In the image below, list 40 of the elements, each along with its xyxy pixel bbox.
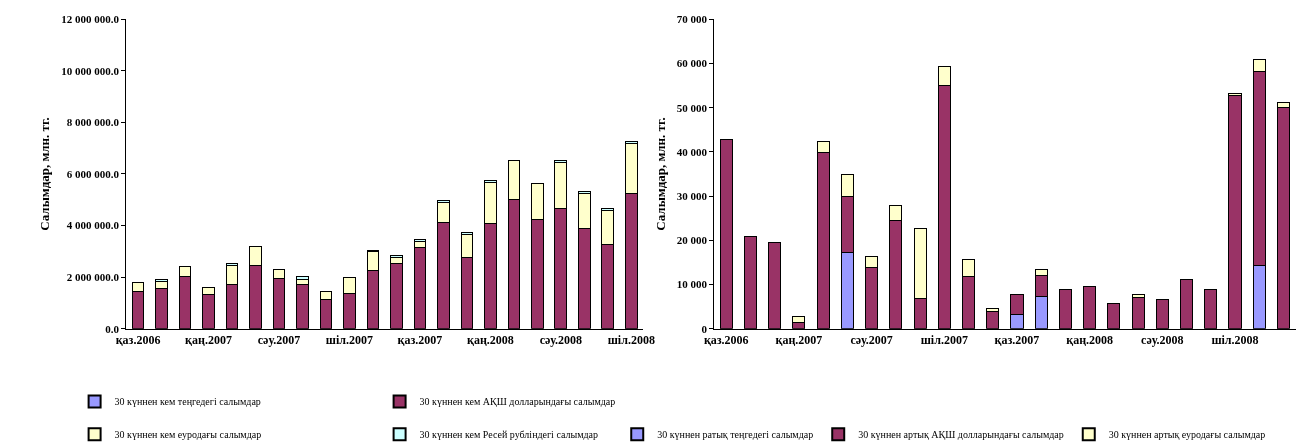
x-tick-label: сәу.2008: [539, 333, 583, 348]
legend-label: 30 күннен кем теңгедегі салымдар: [114, 396, 261, 408]
y-tick-label: 12 000 000.0: [61, 13, 120, 26]
x-tick-label: қаз.2007: [397, 333, 443, 348]
x-tick-label: қаң.2008: [1066, 333, 1114, 348]
x-tick-label: шіл.2008: [1211, 333, 1259, 348]
y-tick-label: 60 000: [676, 57, 708, 70]
legend-label: 30 күннен кем Ресей рубліндегі салымдар: [419, 429, 599, 441]
y-tick-label: 10 000 000.0: [61, 64, 120, 77]
x-tick-label: сәу.2007: [850, 333, 893, 348]
y-tick-label: 10 000: [676, 278, 708, 291]
x-tick-label: қаз.2006: [115, 333, 161, 348]
legend-label: 30 күннен артық еуродағы салымдар: [1108, 429, 1266, 441]
y-tick-label: 40 000: [676, 145, 708, 158]
x-tick-label: шіл.2007: [920, 333, 968, 348]
legend-label: 30 күннен кем еуродағы салымдар: [114, 429, 262, 441]
y-tick-label: 8 000 000.0: [66, 116, 120, 129]
x-tick-label: шіл.2008: [607, 333, 655, 348]
legend-label: 30 күннен ратық теңгедегі салымдар: [657, 429, 814, 441]
legend-label: 30 күннен кем АҚШ долларындағы салымдар: [419, 396, 616, 408]
y-tick-label: 6 000 000.0: [66, 167, 120, 180]
y-tick-label: 50 000: [676, 101, 708, 114]
x-tick-label: қаз.2007: [994, 333, 1040, 348]
x-tick-label: шіл.2007: [325, 333, 374, 348]
y-tick-label: 30 000: [676, 189, 708, 202]
x-tick-label: қаң.2008: [466, 333, 514, 348]
x-tick-label: қаз.2006: [703, 333, 749, 348]
y-tick-label: 70 000: [676, 13, 708, 26]
y-axis-title: Салымдар, млн. тг.: [37, 117, 53, 231]
legend-label: 30 күннен артық АҚШ долларындағы салымдар: [858, 429, 1064, 441]
y-tick-label: 2 000 000.0: [66, 270, 120, 283]
x-tick-label: қаң.2007: [775, 333, 823, 348]
x-tick-label: сәу.2007: [257, 333, 301, 348]
x-tick-label: қаң.2007: [185, 333, 232, 348]
y-tick-label: 4 000 000.0: [66, 219, 120, 232]
y-axis-title: Салымдар, млн. тг.: [652, 117, 668, 231]
y-tick-label: 0.0: [105, 322, 120, 335]
y-tick-label: 0: [701, 322, 708, 335]
x-tick-label: сәу.2008: [1141, 333, 1184, 348]
y-tick-label: 20 000: [676, 234, 708, 247]
